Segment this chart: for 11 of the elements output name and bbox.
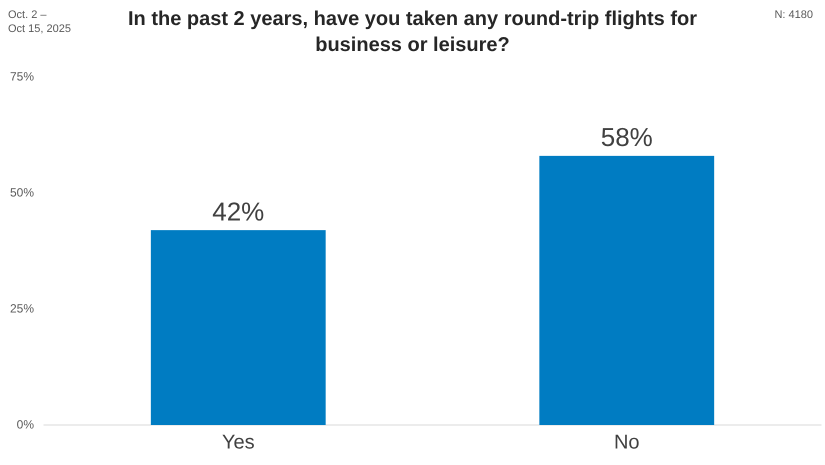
y-tick-label: 25%	[10, 301, 34, 316]
text: Oct. 2 – Oct 15, 2025	[8, 8, 71, 36]
y-tick-label: 50%	[10, 185, 34, 200]
y-tick-label: 0%	[16, 417, 34, 432]
data-label: 58%	[600, 122, 653, 152]
text: N: 4180	[774, 8, 813, 22]
chart-title: In the past 2 years, have you taken any round-trip flights for business or leisure?	[126, 7, 698, 58]
y-tick-label: 75%	[10, 69, 34, 84]
x-tick-label: No	[614, 432, 640, 454]
x-tick-label: Yes	[222, 432, 255, 454]
data-label: 42%	[212, 196, 264, 226]
